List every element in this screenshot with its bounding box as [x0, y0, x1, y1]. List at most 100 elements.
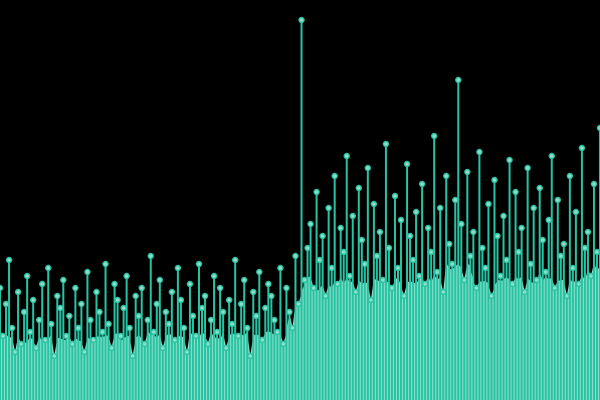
stem-marker	[349, 212, 356, 220]
stem-marker	[313, 188, 320, 196]
stem-marker	[204, 340, 212, 348]
stem-marker	[51, 352, 58, 360]
stem-marker	[11, 348, 19, 356]
stem-marker	[415, 272, 423, 280]
stem-marker	[590, 180, 598, 188]
stem-marker	[183, 348, 191, 356]
stem-marker	[587, 272, 595, 280]
stem-lines-group	[0, 20, 600, 400]
stem-marker	[455, 76, 462, 84]
stem-marker	[328, 264, 335, 272]
stem-marker	[376, 228, 384, 236]
stem-marker	[135, 312, 142, 320]
stem-marker	[382, 140, 390, 148]
stem-marker	[406, 232, 414, 240]
stem-marker	[123, 272, 130, 280]
stem-marker	[66, 312, 73, 320]
stem-marker	[301, 276, 308, 284]
stem-marker	[578, 144, 586, 152]
stem-marker	[283, 284, 290, 292]
stem-marker	[36, 316, 43, 324]
stem-marker	[530, 204, 537, 212]
stem-marker	[17, 340, 25, 348]
stem-marker	[141, 340, 148, 348]
stem-marker	[63, 332, 70, 340]
stem-marker	[298, 16, 305, 24]
stem-marker	[412, 208, 420, 216]
stem-marker	[512, 188, 519, 196]
stem-marker	[8, 324, 16, 332]
stem-marker	[554, 196, 561, 204]
stem-marker	[14, 288, 22, 296]
stem-marker	[189, 312, 197, 320]
stem-marker	[440, 288, 447, 296]
stem-marker	[153, 300, 160, 308]
stem-marker	[430, 132, 438, 140]
stem-marker	[446, 240, 453, 248]
stem-marker	[524, 164, 531, 172]
stem-marker	[195, 260, 203, 268]
stem-marker	[72, 284, 79, 292]
stem-marker	[379, 276, 387, 284]
stem-marker	[274, 328, 281, 336]
stem-marker	[458, 220, 465, 228]
stem-marker	[319, 232, 326, 240]
stem-marker	[295, 300, 302, 308]
stem-marker	[165, 320, 173, 328]
stem-marker	[421, 280, 429, 288]
stem-marker	[174, 264, 182, 272]
stem-marker	[250, 288, 257, 296]
stem-marker	[461, 276, 468, 284]
stem-marker	[307, 220, 314, 228]
stem-marker	[373, 252, 381, 260]
stem-marker	[93, 288, 100, 296]
stem-marker	[470, 228, 477, 236]
stem-marker	[286, 308, 293, 316]
stem-marker	[566, 172, 574, 180]
stem-marker	[340, 248, 347, 256]
stem-marker	[596, 124, 600, 132]
stem-marker	[114, 296, 121, 304]
stem-marker	[48, 320, 55, 328]
stem-marker	[26, 328, 34, 336]
stem-marker	[150, 328, 157, 336]
stem-marker	[509, 280, 516, 288]
stem-marker	[57, 304, 64, 312]
stem-marker	[569, 264, 577, 272]
stem-marker	[213, 328, 221, 336]
stem-marker	[138, 284, 145, 292]
stem-marker	[253, 312, 260, 320]
stem-marker	[494, 232, 501, 240]
stem-marker	[560, 240, 568, 248]
stem-marker	[117, 332, 124, 340]
stem-marker	[177, 296, 185, 304]
stem-marker	[268, 292, 275, 300]
stem-marker	[126, 324, 133, 332]
stem-marker	[78, 300, 85, 308]
stem-marker	[90, 336, 97, 344]
stem-marker	[39, 280, 46, 288]
stem-marker	[424, 224, 432, 232]
stem-marker	[219, 308, 227, 316]
stem-marker	[325, 204, 332, 212]
stem-marker	[81, 348, 88, 356]
stem-marker	[548, 152, 555, 160]
stem-marker	[370, 200, 378, 208]
stem-marker	[397, 216, 405, 224]
stem-marker	[388, 284, 396, 292]
stem-marker	[367, 296, 375, 304]
stem-marker	[29, 296, 37, 304]
stem-marker	[87, 316, 94, 324]
stem-marker	[271, 316, 278, 324]
stem-marker	[259, 336, 266, 344]
stem-marker	[216, 284, 224, 292]
stem-marker	[84, 268, 91, 276]
stem-marker	[111, 280, 118, 288]
stem-marker	[506, 156, 513, 164]
stem-marker	[527, 260, 534, 268]
stem-marker	[473, 284, 480, 292]
stem-marker	[575, 280, 583, 288]
stem-marker	[427, 248, 435, 256]
stem-marker	[45, 264, 52, 272]
